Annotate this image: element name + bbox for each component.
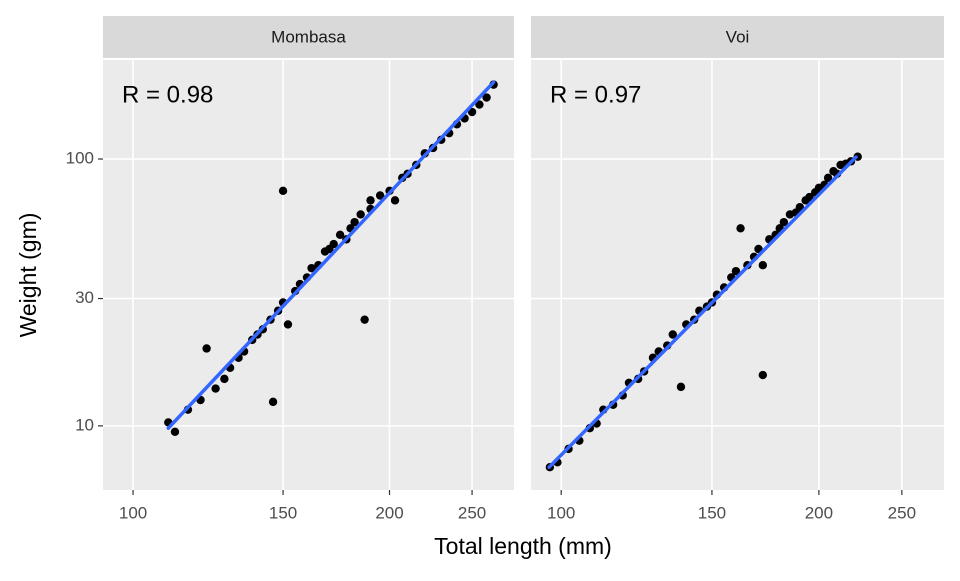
point: [211, 384, 220, 393]
point: [366, 196, 375, 205]
x-tick-label: 250: [888, 503, 916, 522]
strip-label: Voi: [726, 27, 750, 46]
point: [805, 192, 814, 202]
y-tick-label: 10: [75, 415, 94, 434]
point: [779, 217, 789, 227]
point: [283, 320, 293, 329]
point: [736, 224, 745, 233]
point: [335, 230, 345, 240]
y-tick-label: 100: [66, 149, 94, 168]
point: [375, 191, 385, 200]
x-tick-label: 150: [698, 503, 726, 522]
strip-label: Mombasa: [271, 27, 346, 46]
point: [307, 263, 316, 273]
x-tick-label: 100: [547, 503, 575, 522]
point: [676, 382, 686, 392]
x-axis-title: Total length (mm): [434, 533, 612, 559]
point: [170, 427, 180, 437]
point: [356, 210, 365, 219]
x-tick-label: 250: [458, 503, 486, 522]
x-tick-label: 100: [119, 503, 147, 522]
annotation: R = 0.97: [550, 81, 641, 108]
point: [278, 186, 288, 196]
point: [329, 239, 338, 249]
point: [758, 370, 768, 380]
x-tick-label: 200: [805, 503, 833, 522]
point: [268, 397, 278, 407]
strip: [103, 16, 514, 58]
point: [475, 100, 484, 109]
point: [668, 330, 677, 339]
point: [758, 261, 768, 270]
y-axis-title: Weight (gm): [15, 213, 41, 338]
point: [390, 196, 400, 205]
strip: [531, 16, 944, 58]
point: [823, 173, 833, 183]
annotation: R = 0.98: [122, 81, 213, 108]
x-tick-label: 200: [375, 503, 403, 522]
point: [731, 266, 741, 276]
regression-line: [166, 80, 496, 430]
point: [350, 217, 359, 227]
regression-line: [547, 155, 858, 469]
point: [482, 93, 491, 102]
y-tick-label: 30: [75, 288, 94, 307]
point: [202, 344, 211, 353]
x-tick-label: 150: [269, 503, 297, 522]
point: [360, 315, 369, 324]
point: [220, 374, 229, 384]
